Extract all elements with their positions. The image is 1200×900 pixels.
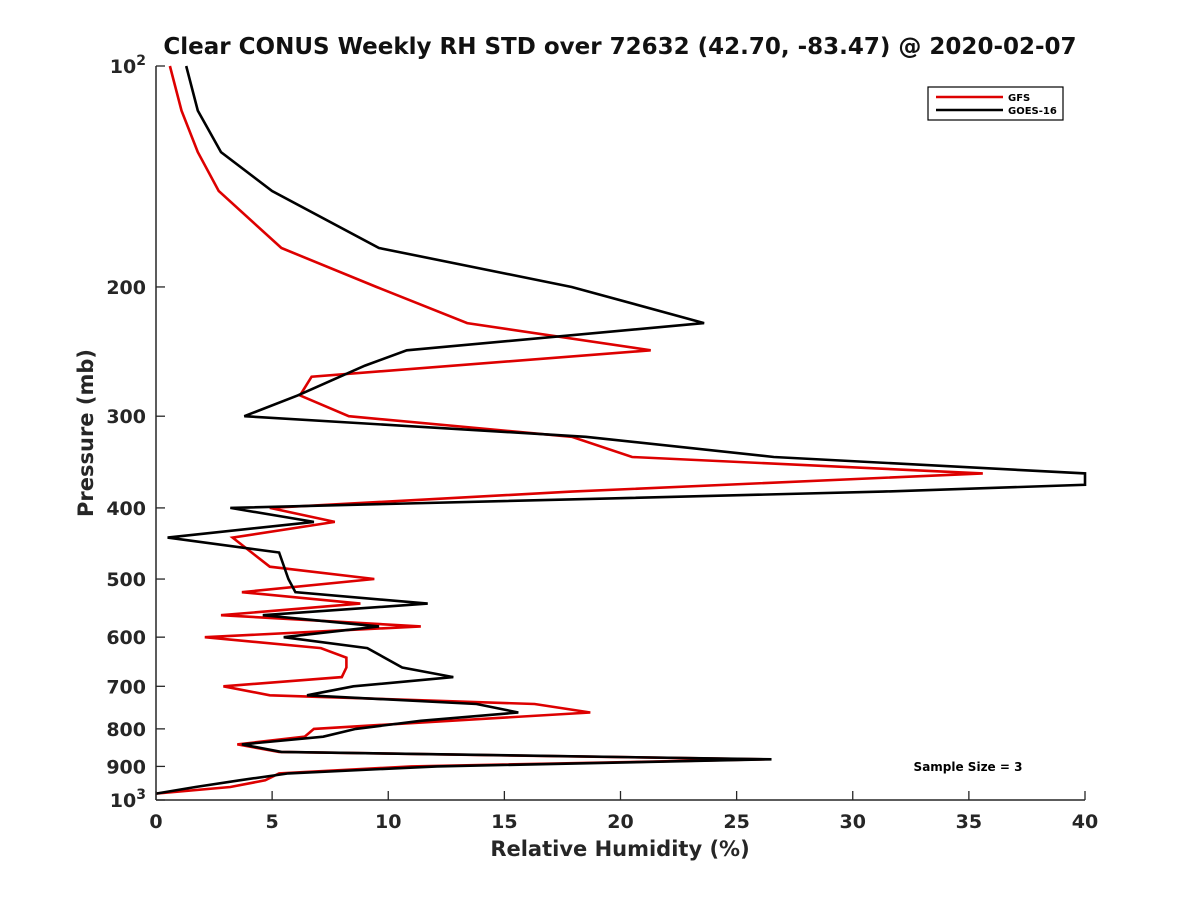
y-tick-label: 900: [106, 756, 146, 778]
series-line-goes16: [155, 65, 1087, 795]
chart-title: Clear CONUS Weekly RH STD over 72632 (42…: [163, 34, 1076, 60]
y-tick-label: 300: [106, 406, 146, 428]
x-tick-label: 5: [266, 811, 279, 833]
x-tick-label: 0: [149, 811, 162, 833]
legend-box: [927, 86, 1064, 121]
x-tick-label: 15: [491, 811, 517, 833]
y-tick-label: 103: [110, 787, 146, 812]
y-tick-label: 500: [106, 569, 146, 591]
y-ticks: 102 200 300 400 500 600 700 800 900 103: [106, 53, 165, 812]
y-tick-label: 200: [106, 277, 146, 299]
x-tick-label: 25: [723, 811, 749, 833]
x-tick-label: 35: [956, 811, 982, 833]
x-axis-label: Relative Humidity (%): [490, 837, 749, 861]
y-tick-label: 700: [106, 676, 146, 698]
x-tick-label: 30: [840, 811, 866, 833]
legend-label-goes16: GOES-16: [1008, 106, 1057, 117]
y-tick-label: 600: [106, 627, 146, 649]
plot-area: [156, 66, 1085, 800]
series-layer: [155, 65, 1087, 795]
y-tick-label: 400: [106, 498, 146, 520]
y-tick-label: 102: [110, 53, 146, 78]
y-tick-label: 800: [106, 719, 146, 741]
x-tick-label: 40: [1072, 811, 1098, 833]
legend: GFS GOES-16: [927, 86, 1064, 121]
legend-label-gfs: GFS: [1008, 93, 1030, 104]
x-tick-label: 10: [375, 811, 401, 833]
sample-size-annotation: Sample Size = 3: [914, 760, 1023, 774]
x-tick-label: 20: [607, 811, 633, 833]
y-axis-label: Pressure (mb): [74, 349, 98, 517]
x-ticks: 0 5 10 15 20 25 30 35 40: [149, 791, 1098, 833]
series-line-gfs: [155, 65, 983, 795]
